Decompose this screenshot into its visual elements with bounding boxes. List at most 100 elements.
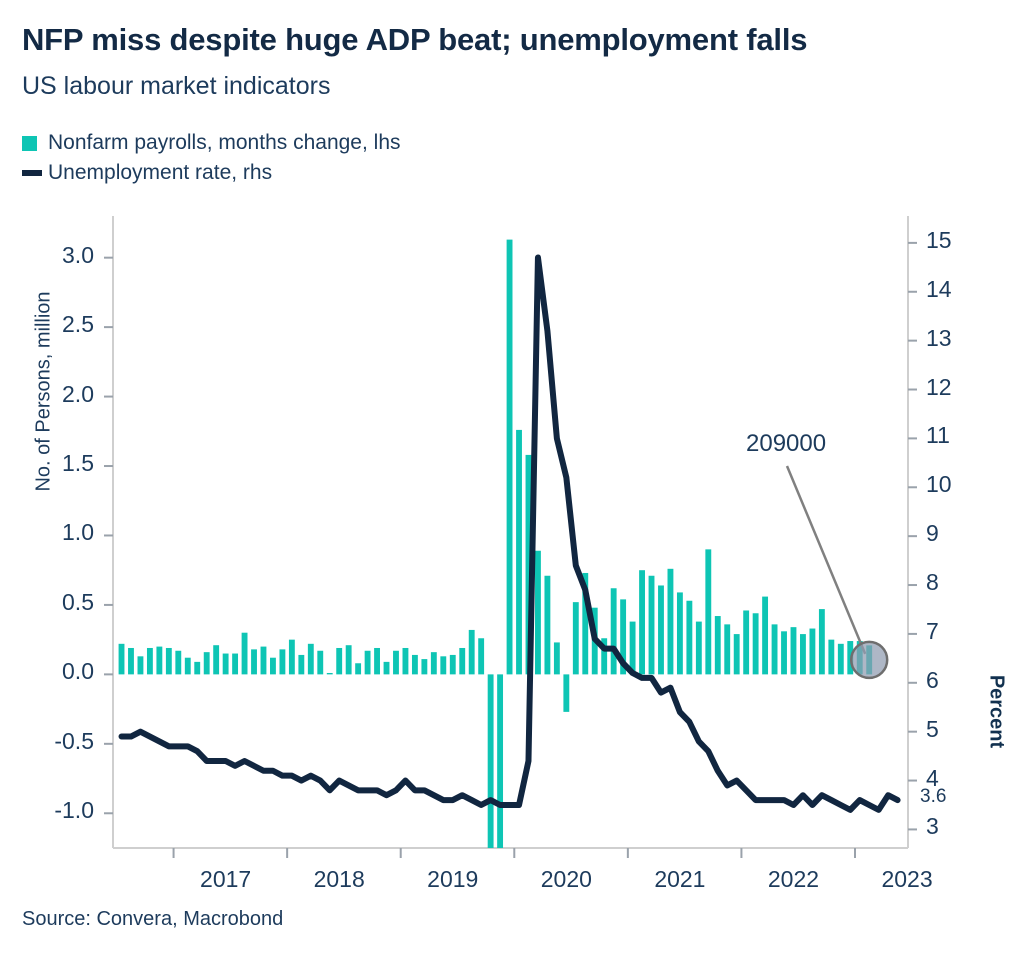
bar: [535, 550, 541, 675]
bar: [497, 674, 504, 848]
x-axis-tick-label: 2020: [540, 866, 592, 892]
x-axis-tick-label: 2023: [881, 866, 933, 892]
bar: [648, 575, 655, 675]
x-axis-tick-label: 2017: [200, 866, 252, 892]
line-series-unemployment-rate: [118, 254, 901, 813]
bar: [610, 588, 617, 675]
bar: [430, 652, 437, 675]
bar: [232, 653, 239, 675]
bar: [307, 643, 314, 675]
left-axis-tick-label: 1.0: [62, 519, 94, 546]
legend-bar-swatch-icon: [22, 135, 37, 151]
bar-series-nonfarm-payrolls: [118, 239, 873, 848]
bar: [544, 575, 551, 675]
x-axis-tick-label: 2021: [654, 866, 706, 892]
bar: [809, 628, 816, 675]
bar: [771, 624, 778, 675]
bar: [449, 654, 456, 675]
left-axis-ticks: [104, 256, 113, 815]
x-axis-tick-label: 2022: [767, 866, 820, 892]
right-axis-current-value-label: 3.6: [920, 786, 947, 808]
bar: [118, 643, 125, 675]
bar: [818, 609, 825, 675]
bar: [260, 646, 267, 675]
bar: [279, 649, 286, 675]
bar: [762, 596, 769, 675]
bar: [156, 646, 163, 675]
right-axis-tick-label: 13: [926, 324, 952, 351]
left-axis-tick-label: 2.0: [62, 380, 94, 407]
bar: [374, 647, 380, 675]
bar: [383, 661, 390, 675]
left-axis-tick-label: -1.0: [54, 797, 94, 824]
bar: [790, 627, 797, 675]
bar: [128, 647, 134, 675]
bar: [506, 239, 513, 675]
bar: [639, 570, 645, 675]
bar: [714, 616, 721, 675]
bar: [705, 549, 712, 675]
annotation-value-label: 209000: [746, 430, 827, 457]
bar: [194, 661, 201, 675]
bar: [402, 647, 409, 675]
bar: [213, 645, 220, 675]
right-axis-tick-label: 9: [926, 520, 939, 547]
bar: [553, 642, 560, 675]
bar: [288, 639, 295, 675]
legend-line-swatch-icon: [22, 170, 42, 176]
right-axis-tick-label: 6: [926, 666, 939, 693]
chart-subtitle: US labour market indicators: [22, 72, 331, 100]
bar: [828, 639, 835, 675]
right-axis-tick-label: 8: [926, 569, 939, 596]
bar: [203, 652, 210, 675]
bar: [724, 624, 731, 675]
bar: [629, 621, 636, 675]
bar: [743, 610, 750, 675]
bar: [582, 572, 589, 675]
bar: [695, 621, 702, 675]
right-axis-ticks: [908, 241, 917, 831]
bar: [364, 650, 371, 675]
bar: [658, 585, 664, 675]
bar: [601, 638, 608, 675]
bar: [355, 663, 362, 675]
right-axis-tick-label: 4: [926, 764, 939, 791]
bar: [667, 568, 674, 675]
bar: [525, 454, 532, 675]
annotation-marker-icon: [849, 640, 889, 680]
left-axis-tick-label: -0.5: [54, 727, 94, 754]
legend-item-unemployment-rate[interactable]: Unemployment rate, rhs: [22, 158, 401, 188]
bar: [336, 647, 343, 675]
chart-legend: Nonfarm payrolls, months change, lhs Une…: [22, 128, 401, 188]
bar: [837, 643, 844, 675]
bar: [298, 654, 305, 675]
bar: [326, 672, 333, 675]
right-axis-tick-label: 7: [926, 617, 939, 644]
plot-frame: [112, 216, 909, 849]
bar: [184, 657, 191, 675]
legend-item-nonfarm-payrolls[interactable]: Nonfarm payrolls, months change, lhs: [22, 128, 401, 158]
bar: [459, 647, 466, 675]
bar: [222, 653, 229, 675]
left-axis-tick-label: 2.5: [62, 311, 94, 338]
bar: [251, 649, 257, 675]
left-axis-tick-label: 1.5: [62, 450, 94, 477]
right-axis-tick-label: 11: [926, 422, 950, 449]
bar: [563, 674, 570, 712]
bar: [733, 634, 740, 675]
bar: [175, 650, 182, 675]
right-axis-tick-label: 5: [926, 715, 939, 742]
bar: [393, 650, 399, 675]
left-axis-tick-label: 0.5: [62, 588, 94, 615]
bar: [686, 600, 693, 675]
bar: [146, 647, 153, 675]
right-axis-tick-label: 15: [926, 226, 952, 253]
chart-source: Source: Convera, Macrobond: [22, 908, 284, 930]
annotation-callout: [785, 465, 889, 680]
right-axis-tick-label: 10: [926, 471, 952, 498]
bar: [345, 645, 352, 675]
bar: [676, 592, 683, 675]
bar: [317, 650, 324, 675]
